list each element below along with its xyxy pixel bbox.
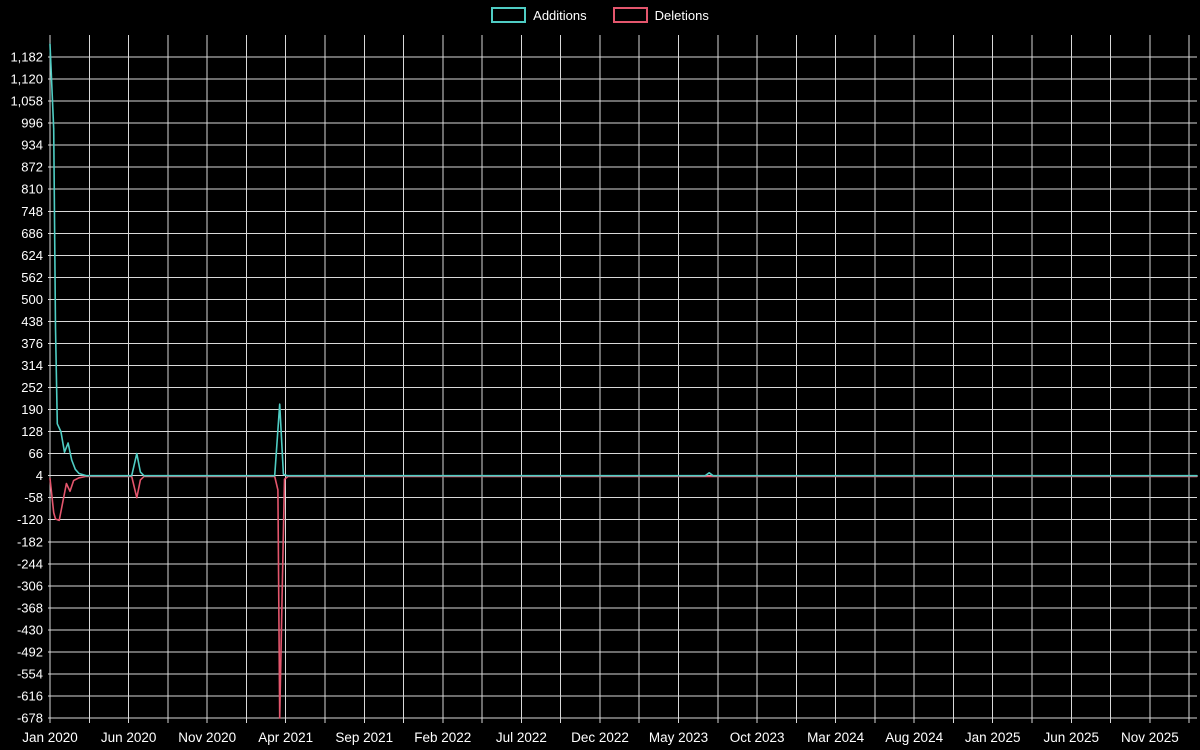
y-axis-tick-label: -554 bbox=[17, 667, 43, 682]
x-axis-tick-label: Feb 2022 bbox=[414, 730, 471, 745]
y-axis-tick-label: -306 bbox=[17, 578, 43, 593]
series-line-additions bbox=[49, 43, 1198, 477]
y-axis-tick-label: 1,058 bbox=[10, 94, 43, 109]
y-axis-tick-label: 438 bbox=[21, 314, 43, 329]
x-axis-tick-label: Nov 2025 bbox=[1121, 730, 1179, 745]
x-axis-tick-label: Aug 2024 bbox=[885, 730, 943, 745]
chart-legend: Additions Deletions bbox=[0, 7, 1200, 23]
x-axis-tick-label: Jan 2025 bbox=[965, 730, 1021, 745]
legend-item-deletions[interactable]: Deletions bbox=[612, 7, 709, 23]
x-axis-tick-label: Jan 2020 bbox=[22, 730, 78, 745]
y-axis-tick-label: 934 bbox=[21, 138, 43, 153]
y-axis-tick-label: -182 bbox=[17, 534, 43, 549]
y-axis-tick-label: -678 bbox=[17, 711, 43, 726]
y-axis-tick-label: 314 bbox=[21, 358, 43, 373]
legend-item-additions[interactable]: Additions bbox=[491, 7, 587, 23]
y-axis-tick-label: 376 bbox=[21, 336, 43, 351]
y-axis-tick-label: -244 bbox=[17, 556, 43, 571]
y-axis-tick-label: 748 bbox=[21, 204, 43, 219]
deletions-color-swatch bbox=[612, 7, 648, 23]
additions-color-swatch bbox=[491, 7, 527, 23]
x-axis-tick-label: Mar 2024 bbox=[807, 730, 865, 745]
y-axis-tick-label: 624 bbox=[21, 248, 43, 263]
y-axis-tick-label: 1,120 bbox=[10, 72, 43, 87]
x-axis-tick-label: Sep 2021 bbox=[335, 730, 393, 745]
y-axis-tick-label: 996 bbox=[21, 116, 43, 131]
x-axis-tick-label: Jun 2020 bbox=[101, 730, 157, 745]
y-axis-tick-label: 190 bbox=[21, 402, 43, 417]
series-line-deletions bbox=[49, 475, 1198, 719]
y-axis-tick-label: -120 bbox=[17, 512, 43, 527]
y-axis-tick-label: -430 bbox=[17, 622, 43, 637]
y-axis-tick-label: 66 bbox=[29, 446, 43, 461]
x-axis-tick-label: Jul 2022 bbox=[496, 730, 547, 745]
x-axis-tick-label: Oct 2023 bbox=[730, 730, 785, 745]
x-axis-tick-label: Jun 2025 bbox=[1044, 730, 1100, 745]
x-axis-tick-label: May 2023 bbox=[649, 730, 708, 745]
deletions-legend-label: Deletions bbox=[654, 7, 709, 23]
y-axis-tick-label: 128 bbox=[21, 424, 43, 439]
y-axis-tick-label: 810 bbox=[21, 182, 43, 197]
additions-legend-label: Additions bbox=[533, 7, 587, 23]
y-axis-tick-label: -58 bbox=[24, 490, 43, 505]
y-axis-tick-label: -368 bbox=[17, 600, 43, 615]
y-axis-tick-label: -616 bbox=[17, 689, 43, 704]
x-axis-tick-label: Apr 2021 bbox=[258, 730, 313, 745]
y-axis-tick-label: 4 bbox=[36, 468, 43, 483]
y-axis-tick-label: -492 bbox=[17, 644, 43, 659]
x-axis-tick-label: Nov 2020 bbox=[178, 730, 236, 745]
y-axis-tick-label: 686 bbox=[21, 226, 43, 241]
y-axis-tick-label: 562 bbox=[21, 270, 43, 285]
y-axis-tick-label: 500 bbox=[21, 292, 43, 307]
y-axis-tick-label: 252 bbox=[21, 380, 43, 395]
x-axis-tick-label: Dec 2022 bbox=[571, 730, 629, 745]
y-axis-tick-label: 1,182 bbox=[10, 50, 43, 65]
y-axis-tick-label: 872 bbox=[21, 160, 43, 175]
